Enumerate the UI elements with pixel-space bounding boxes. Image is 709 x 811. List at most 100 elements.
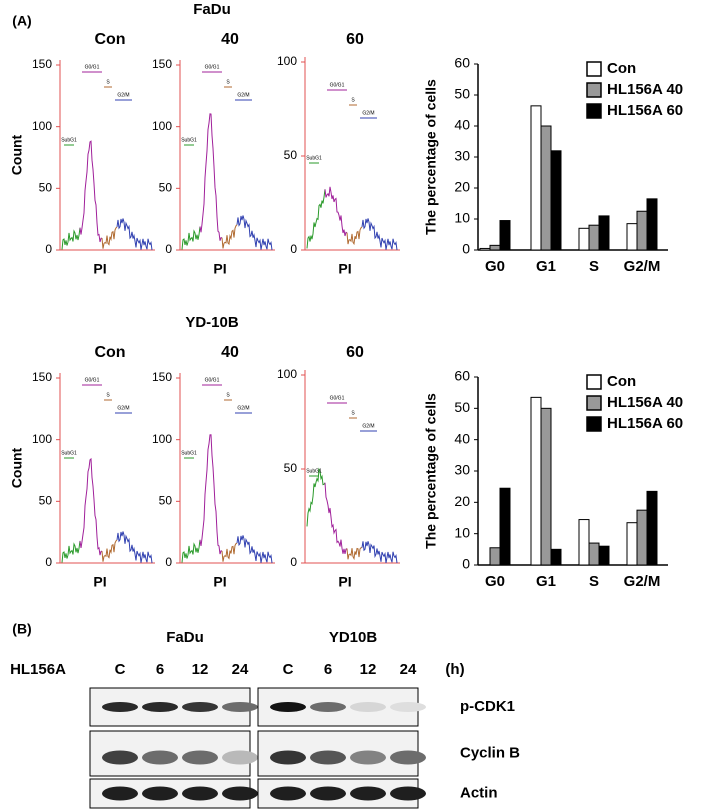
band: [182, 786, 218, 801]
bar: [588, 542, 600, 566]
band: [350, 750, 386, 765]
gate-label: G2/M: [362, 110, 374, 116]
lane-label: 6: [324, 661, 332, 678]
band: [182, 750, 218, 765]
histogram-trace: [236, 535, 273, 564]
y-tick-label: 0: [290, 555, 297, 569]
x-tick-label: G0: [485, 573, 505, 590]
bar: [499, 220, 511, 251]
cell-line-name: FaDu: [166, 629, 204, 646]
legend-label: Con: [607, 60, 636, 77]
x-axis-label: PI: [338, 261, 351, 277]
y-tick-label: 150: [152, 370, 172, 384]
protein-label: p-CDK1: [460, 698, 515, 715]
gate-label: S: [226, 392, 230, 398]
band: [310, 786, 346, 801]
histogram-trace: [306, 189, 326, 249]
y-axis-label: Count: [9, 447, 25, 488]
y-tick-label: 150: [152, 57, 172, 71]
histogram-trace: [324, 482, 348, 554]
y-tick-label: 100: [152, 119, 172, 133]
y-tick-label: 60: [454, 55, 470, 71]
bar: [540, 407, 552, 566]
y-tick-label: 50: [454, 399, 470, 415]
bar: [636, 509, 648, 566]
protein-label: Actin: [460, 784, 498, 801]
gate-label: G2/M: [237, 92, 249, 98]
legend-swatch: [586, 374, 602, 390]
bar: [499, 487, 511, 566]
lane-label: C: [283, 661, 294, 678]
band: [102, 750, 138, 765]
x-tick-label: S: [589, 258, 599, 275]
y-tick-label: 0: [45, 555, 52, 569]
row-title: YD-10B: [185, 314, 239, 331]
bar: [479, 247, 491, 251]
histogram-trace: [61, 227, 81, 250]
x-tick-label: G1: [536, 573, 556, 590]
band: [142, 750, 178, 765]
lane-label: 6: [156, 661, 164, 678]
bar: [598, 545, 610, 566]
y-tick-label: 40: [454, 430, 470, 446]
x-tick-label: G2/M: [624, 258, 661, 275]
histogram-trace: [236, 215, 273, 251]
band: [102, 702, 138, 712]
x-tick-label: G0: [485, 258, 505, 275]
y-tick-label: 100: [277, 54, 297, 68]
bar: [636, 210, 648, 251]
y-tick-label: 0: [165, 242, 172, 256]
band: [142, 702, 178, 712]
band: [390, 750, 426, 765]
lane-label: C: [115, 661, 126, 678]
legend-label: HL156A 40: [607, 394, 683, 411]
histogram-trace: [79, 140, 103, 243]
x-axis-label: PI: [338, 574, 351, 590]
histogram-trace: [116, 218, 153, 251]
y-tick-label: 100: [32, 119, 52, 133]
gate-label: G2/M: [117, 405, 129, 411]
gate-label: S: [226, 79, 230, 85]
lane-label: 12: [192, 661, 209, 678]
gate-label: G0/G1: [85, 377, 100, 383]
x-axis-label: PI: [93, 574, 106, 590]
band: [270, 786, 306, 801]
x-tick-label: G2/M: [624, 573, 661, 590]
y-tick-label: 30: [454, 462, 470, 478]
gate-label: S: [351, 97, 355, 103]
y-tick-label: 50: [284, 148, 298, 162]
y-tick-label: 100: [152, 432, 172, 446]
panel-label: (B): [12, 621, 31, 637]
gate-label: S: [106, 79, 110, 85]
gate-label: G0/G1: [330, 82, 345, 88]
gate-label: SubG1: [306, 468, 322, 474]
band: [310, 702, 346, 712]
gate-label: G0/G1: [330, 395, 345, 401]
bar: [530, 105, 542, 251]
gate-label: G2/M: [117, 92, 129, 98]
legend-swatch: [586, 103, 602, 119]
band: [390, 786, 426, 801]
time-unit: (h): [445, 661, 464, 678]
y-tick-label: 50: [159, 181, 173, 195]
y-tick-label: 0: [165, 555, 172, 569]
band: [142, 786, 178, 801]
histogram-title: 40: [221, 31, 239, 48]
band: [390, 702, 426, 712]
histogram-title: 40: [221, 344, 239, 361]
histogram-trace: [181, 539, 201, 563]
band: [350, 786, 386, 801]
gate-label: S: [351, 410, 355, 416]
legend-label: Con: [607, 373, 636, 390]
legend-swatch: [586, 395, 602, 411]
gate-label: G2/M: [362, 423, 374, 429]
gate-label: SubG1: [61, 137, 77, 143]
band: [222, 702, 258, 712]
histogram-trace: [199, 434, 223, 555]
histogram-title: Con: [94, 31, 125, 48]
bar: [578, 519, 590, 566]
lane-label: 12: [360, 661, 377, 678]
y-tick-label: 60: [454, 368, 470, 384]
panel-label: (A): [12, 13, 31, 29]
